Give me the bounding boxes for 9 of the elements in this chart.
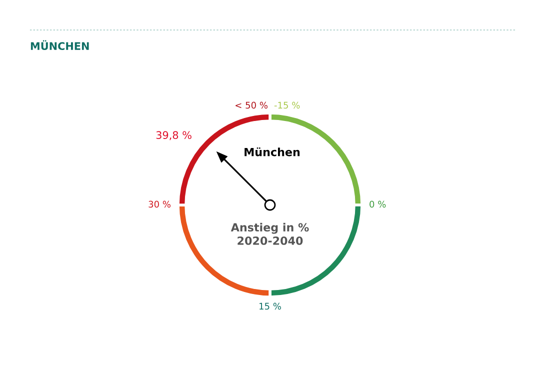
- text: < 50 %: [236, 102, 268, 109]
- slice-label: 30 %: [148, 200, 170, 208]
- slice-label: 15 %: [260, 302, 281, 310]
- text: Anstieg in % 2020-2040: [230, 222, 309, 245]
- text: MÜNCHEN: [30, 40, 89, 50]
- slice-label: -15 %: [274, 102, 300, 109]
- slice-label: 0 %: [370, 200, 386, 208]
- text: München: [244, 147, 300, 156]
- text: 39,8 %: [156, 131, 192, 140]
